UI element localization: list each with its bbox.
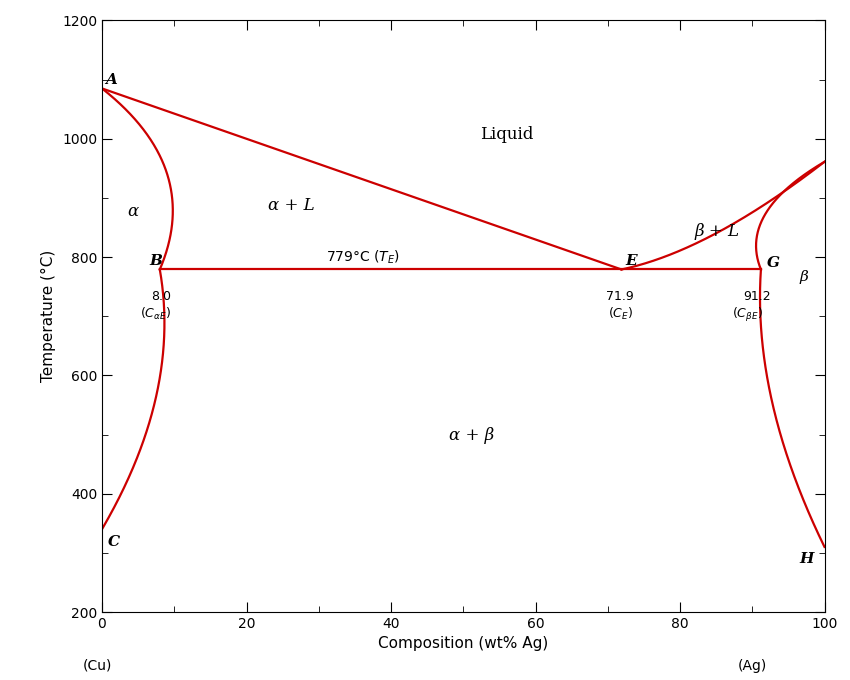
Text: B: B	[149, 254, 162, 268]
Text: $(C_E)$: $(C_E)$	[609, 306, 634, 322]
Text: (Cu): (Cu)	[83, 659, 112, 673]
X-axis label: Composition (wt% Ag): Composition (wt% Ag)	[378, 636, 548, 651]
Text: $(C_{\beta E})$: $(C_{\beta E})$	[732, 306, 763, 324]
Text: E: E	[625, 254, 637, 268]
Text: α: α	[128, 203, 139, 220]
Text: G: G	[767, 256, 779, 269]
Text: α + L: α + L	[269, 197, 314, 214]
Text: A: A	[105, 73, 117, 87]
Y-axis label: Temperature (°C): Temperature (°C)	[42, 250, 56, 382]
Text: (Ag): (Ag)	[738, 659, 767, 673]
Text: 779°C $(T_E)$: 779°C $(T_E)$	[326, 248, 400, 266]
Text: Liquid: Liquid	[480, 126, 533, 143]
Text: C: C	[108, 534, 120, 549]
Text: α + β: α + β	[449, 428, 494, 445]
Text: 8.0: 8.0	[151, 290, 171, 303]
Text: $(C_{\alpha E})$: $(C_{\alpha E})$	[139, 306, 171, 322]
Text: β: β	[799, 270, 808, 284]
Text: H: H	[799, 552, 813, 566]
Text: β + L: β + L	[694, 223, 740, 240]
Text: 71.9: 71.9	[605, 290, 633, 303]
Text: 91.2: 91.2	[743, 290, 770, 303]
